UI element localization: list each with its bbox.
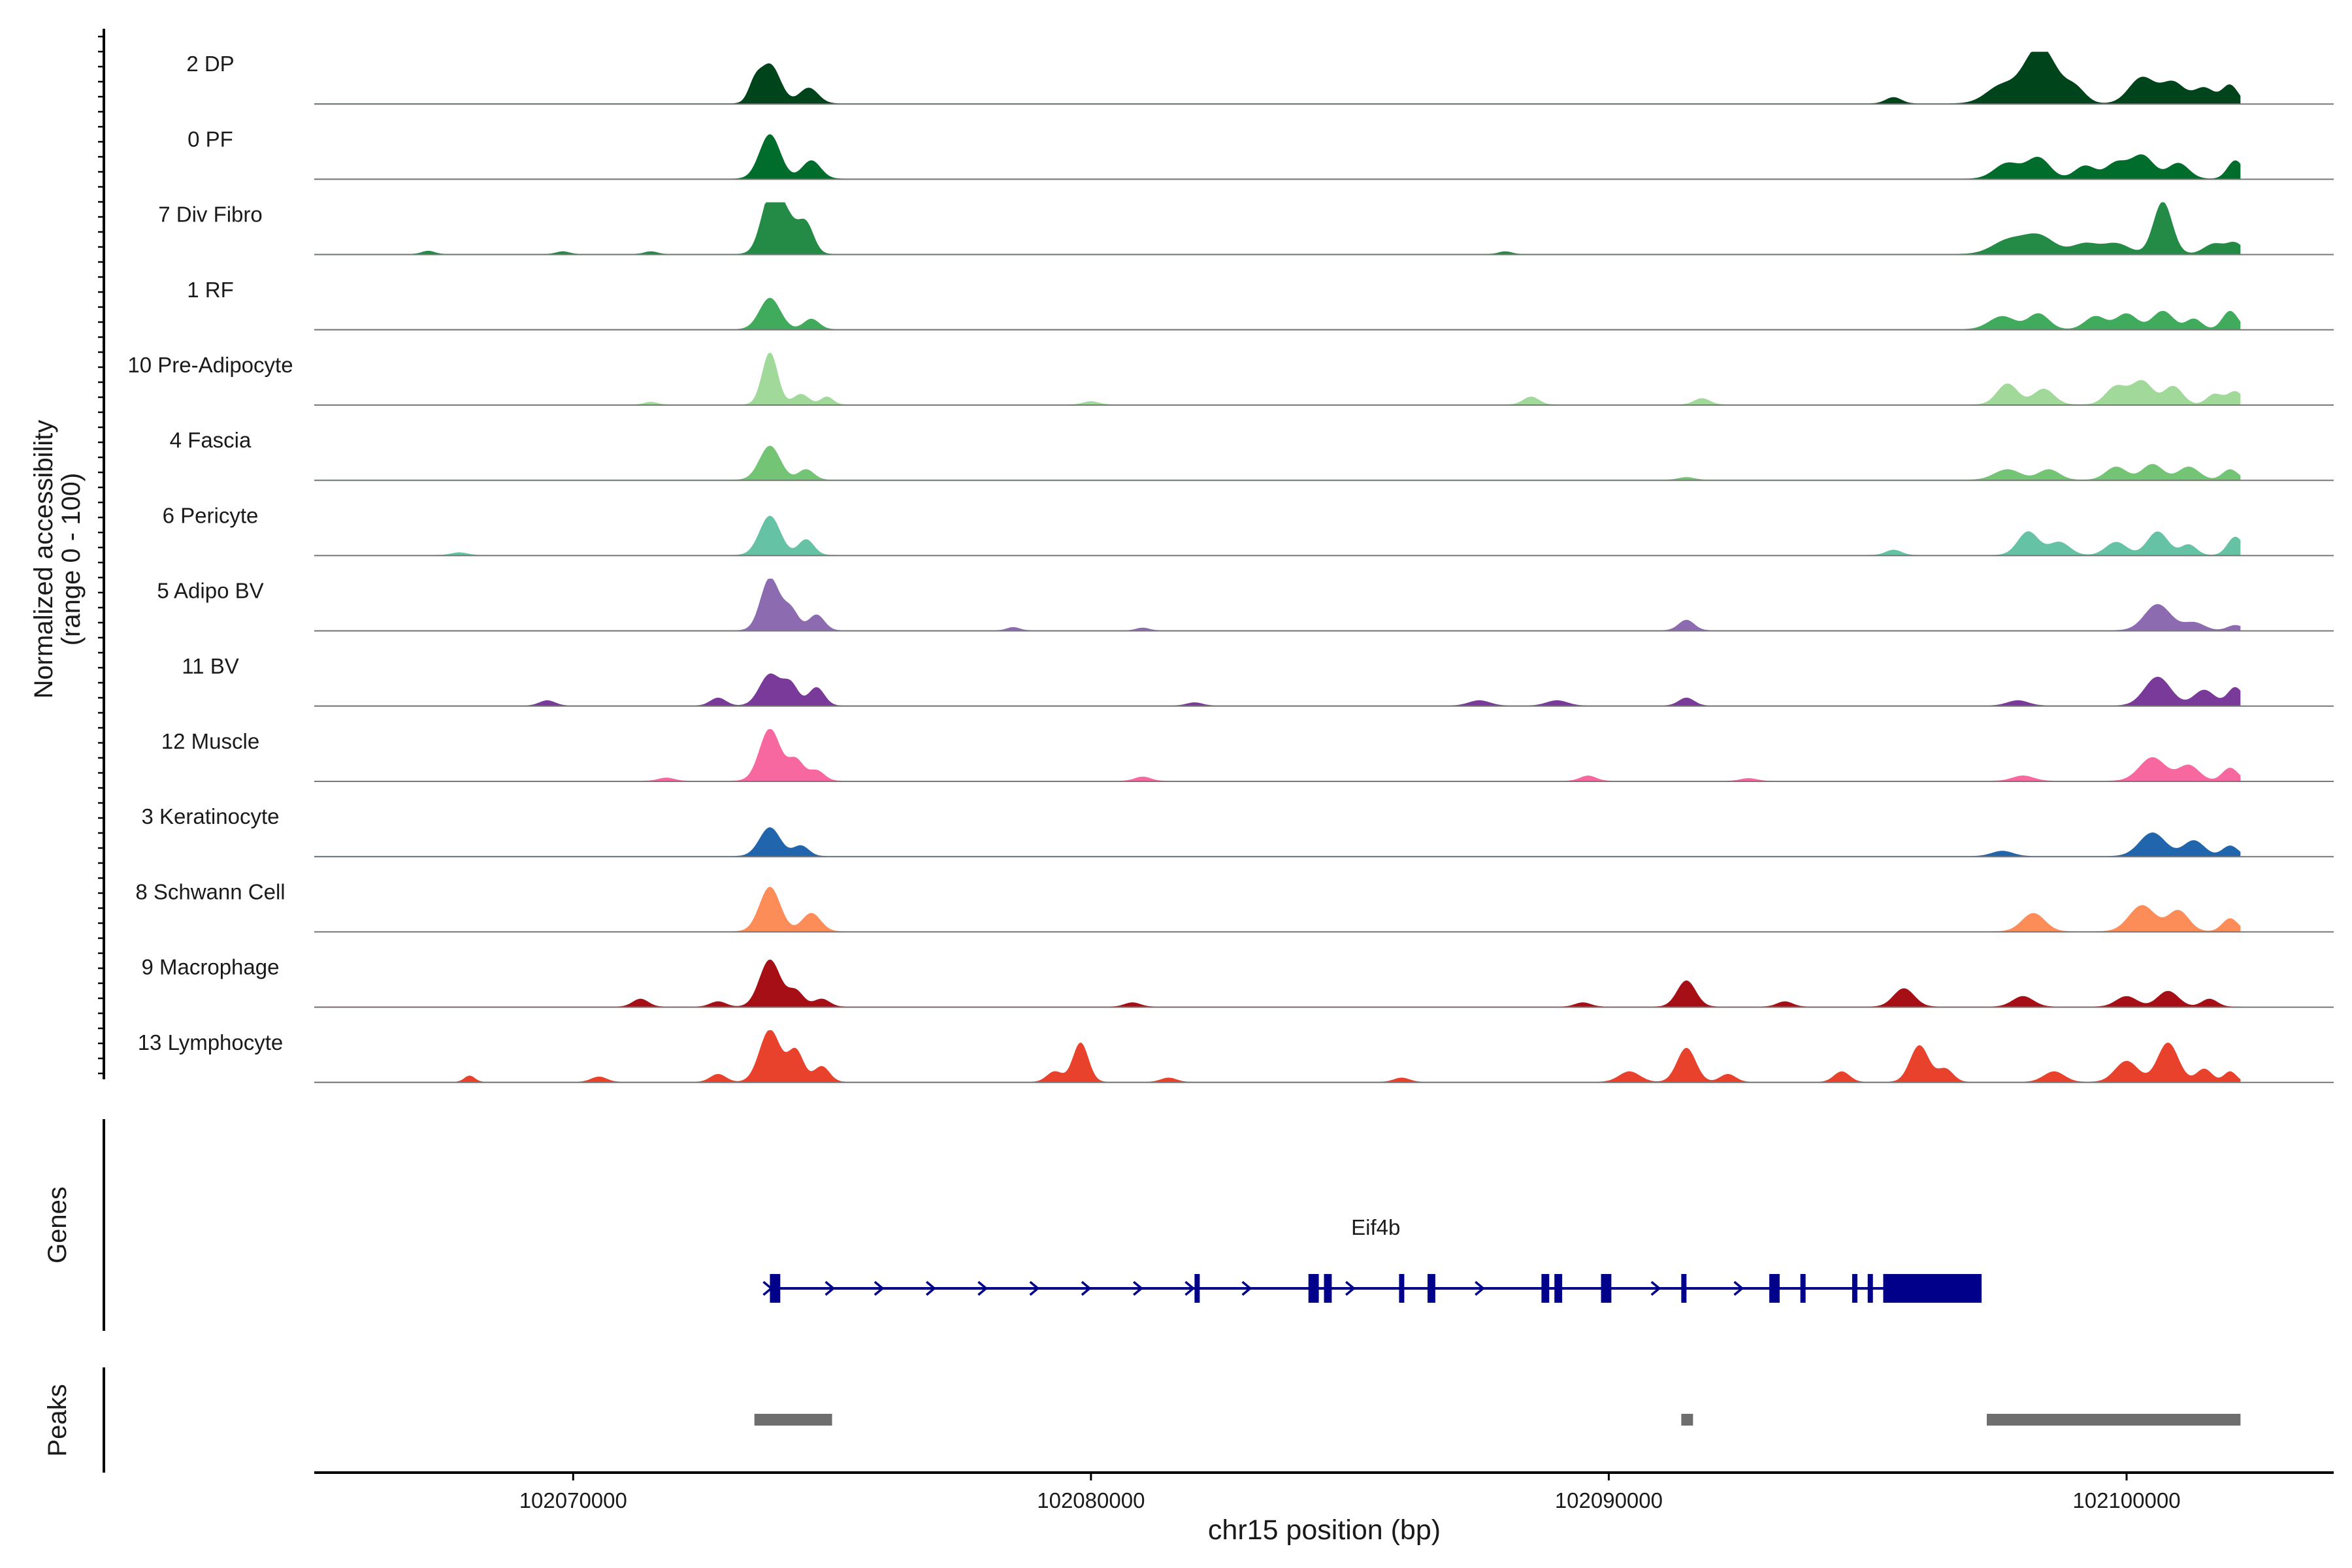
coverage-tracks: 2 DP 0 PF 7 Div Fibro 1 RF 10 Pre-Adipocyte 4… xyxy=(127,52,2334,1083)
coverage-area xyxy=(314,959,2241,1007)
gene-exon xyxy=(1601,1274,1612,1303)
gene-exon xyxy=(1194,1274,1200,1303)
gene-exon xyxy=(1769,1274,1780,1303)
gene-exon xyxy=(1883,1274,1982,1303)
track: 12 Muscle xyxy=(161,729,2334,782)
track: 6 Pericyte xyxy=(163,503,2334,557)
strand-arrow xyxy=(1029,1281,1040,1296)
coverage-area xyxy=(314,887,2241,932)
coverage-area xyxy=(314,202,2241,255)
track-label: 6 Pericyte xyxy=(163,503,259,527)
gene-exon xyxy=(1308,1274,1319,1303)
track: 3 Keratinocyte xyxy=(142,804,2334,858)
coverage-area xyxy=(314,729,2241,781)
strand-arrow xyxy=(1081,1281,1092,1296)
track-label: 1 RF xyxy=(187,278,234,302)
strand-arrow xyxy=(825,1281,836,1296)
strand-arrow xyxy=(1345,1281,1356,1296)
peaks-axis-label: Peaks xyxy=(43,1384,72,1456)
track: 10 Pre-Adipocyte xyxy=(127,353,2334,406)
strand-arrow xyxy=(1241,1281,1252,1296)
track: 0 PF xyxy=(188,127,2334,180)
track: 7 Div Fibro xyxy=(158,202,2334,255)
strand-arrow xyxy=(1650,1281,1661,1296)
track: 11 BV xyxy=(182,654,2334,707)
track-label: 13 Lymphocyte xyxy=(138,1030,284,1054)
coverage-area xyxy=(314,297,2241,330)
coverage-area xyxy=(314,827,2241,857)
strand-arrow xyxy=(926,1281,936,1296)
track: 2 DP xyxy=(186,52,2334,105)
strand-arrow xyxy=(1133,1281,1143,1296)
track-label: 8 Schwann Cell xyxy=(135,879,285,904)
genes-axis-label: Genes xyxy=(43,1186,72,1264)
track: 5 Adipo BV xyxy=(157,578,2334,632)
track-label: 11 BV xyxy=(182,654,238,678)
track: 8 Schwann Cell xyxy=(135,879,2334,933)
track-label: 4 Fascia xyxy=(170,428,252,452)
gene-name-label: Eif4b xyxy=(1351,1215,1400,1239)
gene-exon xyxy=(1800,1274,1806,1303)
track-label: 2 DP xyxy=(186,52,234,76)
coverage-area xyxy=(314,353,2241,405)
x-tick-label: 102070000 xyxy=(519,1488,627,1512)
track-label: 9 Macrophage xyxy=(142,955,280,979)
gene-exon xyxy=(1399,1274,1405,1303)
track-label: 3 Keratinocyte xyxy=(142,804,280,828)
strand-arrow xyxy=(1733,1281,1744,1296)
track-label: 5 Adipo BV xyxy=(157,579,263,603)
x-tick-label: 102090000 xyxy=(1555,1488,1663,1512)
coverage-area xyxy=(314,52,2241,105)
coverage-area xyxy=(314,1030,2241,1083)
gene-exon xyxy=(1681,1274,1687,1303)
gene-exon xyxy=(1324,1274,1332,1303)
peak-region xyxy=(1681,1414,1693,1426)
x-tick-label: 102080000 xyxy=(1037,1488,1145,1512)
track: 1 RF xyxy=(187,278,2334,331)
peak-region xyxy=(1986,1414,2241,1426)
gene-exon xyxy=(1428,1274,1435,1303)
track: 4 Fascia xyxy=(170,428,2334,482)
track: 13 Lymphocyte xyxy=(138,1030,2334,1083)
peak-region xyxy=(754,1414,832,1426)
track-label: 0 PF xyxy=(188,127,233,151)
strand-arrow xyxy=(1475,1281,1486,1296)
coverage-area xyxy=(314,515,2241,556)
track-label: 12 Muscle xyxy=(161,729,259,753)
gene-exon xyxy=(1541,1274,1550,1303)
strand-arrow xyxy=(977,1281,988,1296)
accessibility-axis-label-line1: Normalized accessibility xyxy=(29,420,58,699)
coverage-area xyxy=(314,446,2241,481)
gene-exon xyxy=(1554,1274,1563,1303)
gene-exon xyxy=(1852,1274,1857,1303)
track-label: 10 Pre-Adipocyte xyxy=(127,353,293,377)
track-label: 7 Div Fibro xyxy=(158,203,263,227)
position-x-axis-ticks: 102070000 102080000 102090000 102100000 xyxy=(519,1473,2181,1512)
gene-track xyxy=(762,1274,1982,1303)
x-tick-label: 102100000 xyxy=(2072,1488,2180,1512)
gene-exon xyxy=(770,1274,781,1303)
position-x-axis-label: chr15 position (bp) xyxy=(1208,1514,1441,1546)
accessibility-axis-label-line2: (range 0 - 100) xyxy=(57,473,86,646)
strand-arrow xyxy=(874,1281,885,1296)
coverage-area xyxy=(314,673,2241,706)
coverage-area xyxy=(314,578,2241,631)
coverage-area xyxy=(314,134,2241,180)
gene-exon xyxy=(1867,1274,1873,1303)
track: 9 Macrophage xyxy=(142,955,2334,1008)
accessibility-y-axis-ticks xyxy=(98,35,104,1075)
strand-arrow xyxy=(1184,1281,1196,1296)
peak-regions xyxy=(754,1414,2241,1426)
